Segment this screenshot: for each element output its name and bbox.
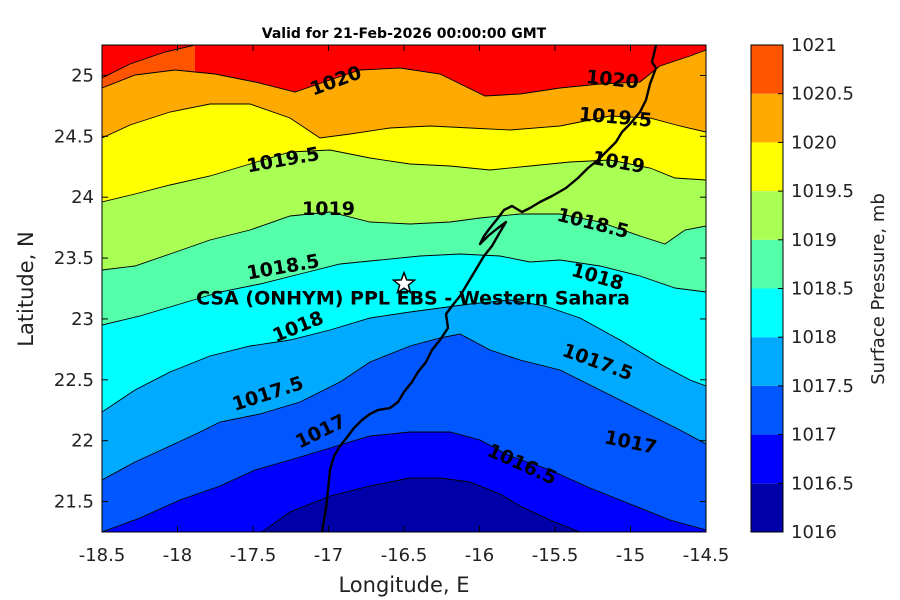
- colorbar-tick-label: 1018.5: [791, 279, 854, 300]
- site-marker: CSA (ONHYM) PPL EBS - Western Sahara: [196, 270, 630, 310]
- isobar: [102, 253, 706, 326]
- colorbar-swatch: [751, 288, 783, 338]
- y-tick-label: 25: [71, 65, 94, 86]
- y-tick-label: 21.5: [54, 492, 94, 513]
- isobar: [102, 49, 706, 97]
- colorbar-swatch: [751, 385, 783, 435]
- isobar: [102, 211, 706, 271]
- colorbar-tick-label: 1017.5: [791, 376, 854, 397]
- x-tick-label: -18: [163, 545, 192, 566]
- colorbar-swatch: [751, 434, 783, 484]
- colorbar-tick-label: 1020: [791, 132, 837, 153]
- y-axis-label: Latitude, N: [14, 231, 38, 347]
- colorbar-tick-label: 1016.5: [791, 473, 854, 494]
- colorbar-tick-label: 1019: [791, 230, 837, 251]
- isobar: [102, 333, 706, 481]
- y-axis-ticks: 21.5 22 22.5 23 23.5 24 24.5 25: [54, 65, 706, 513]
- x-tick-label: -15.5: [532, 545, 579, 566]
- x-tick-label: -16: [465, 545, 494, 566]
- site-star-icon: [391, 270, 417, 295]
- x-tick-label: -17: [314, 545, 343, 566]
- colorbar-tick-label: 1016: [791, 522, 837, 543]
- pressure-fill-bands: [102, 45, 706, 532]
- y-tick-label: 24.5: [54, 126, 94, 147]
- x-tick-label: -14.5: [683, 545, 730, 566]
- colorbar-swatch: [751, 45, 783, 94]
- chart-title: Valid for 21-Feb-2026 00:00:00 GMT: [262, 26, 547, 42]
- site-label: CSA (ONHYM) PPL EBS - Western Sahara: [196, 288, 630, 310]
- colorbar-swatch: [751, 239, 783, 289]
- x-tick-label: -18.5: [79, 545, 126, 566]
- x-axis-ticks: -18.5 -18 -17.5 -17 -16.5 -16 -15.5 -15 -14.5: [79, 45, 730, 566]
- x-axis-label: Longitude, E: [338, 573, 469, 597]
- contour-label: 1020: [585, 66, 640, 93]
- plot-area: 1020 10201019.51019.5101910191018.51018.5…: [101, 44, 707, 533]
- colorbar-tick-label: 1017: [791, 425, 837, 446]
- colorbar-tick-label: 1021: [791, 35, 837, 56]
- y-tick-label: 24: [71, 187, 94, 208]
- colorbar-tick-label: 1019.5: [791, 181, 854, 202]
- x-tick-label: -17.5: [230, 545, 277, 566]
- colorbar-label: Surface Pressure, mb: [868, 193, 889, 385]
- isobar-lines: [102, 45, 706, 532]
- y-tick-label: 23.5: [54, 248, 94, 269]
- colorbar-swatch: [751, 337, 783, 386]
- contour-label: 1019: [302, 198, 355, 220]
- x-tick-label: -15: [616, 545, 645, 566]
- isobar: [102, 45, 196, 79]
- colorbar-swatch: [751, 142, 783, 192]
- y-tick-label: 22: [71, 431, 94, 452]
- colorbar: 1016 1016.5 1017 1017.5 1018 1018.5 1019 1019.5…: [750, 35, 854, 543]
- x-tick-label: -16.5: [381, 545, 428, 566]
- isobar: [102, 299, 706, 413]
- pressure-band: [262, 478, 580, 532]
- isobar: [102, 431, 706, 532]
- colorbar-tick-label: 1018: [791, 327, 837, 348]
- colorbar-swatch: [751, 191, 783, 240]
- colorbar-swatch: [751, 93, 783, 143]
- y-tick-label: 22.5: [54, 370, 94, 391]
- coastline: [320, 45, 658, 532]
- y-tick-label: 23: [71, 309, 94, 330]
- colorbar-swatch: [751, 483, 783, 532]
- colorbar-tick-label: 1020.5: [791, 84, 854, 105]
- isobar: [261, 477, 581, 532]
- isobar: [102, 103, 706, 139]
- isobar: [102, 149, 706, 203]
